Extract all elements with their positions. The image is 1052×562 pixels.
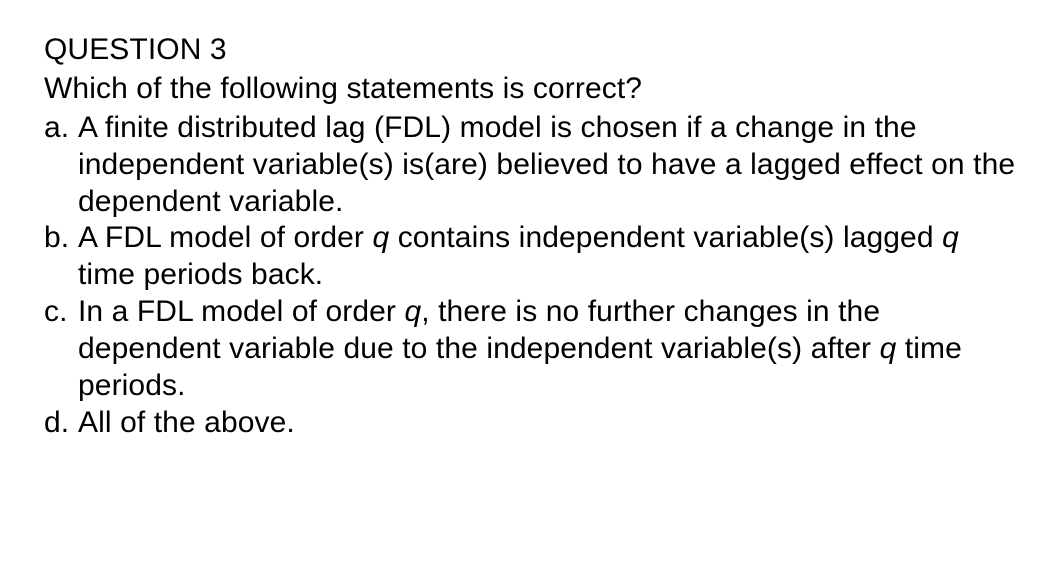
variable-q: q xyxy=(372,221,389,254)
text-part: A FDL model of order xyxy=(78,221,372,254)
option-letter: b. xyxy=(44,220,78,257)
variable-q: q xyxy=(880,332,897,365)
option-d: d. All of the above. xyxy=(44,405,1018,442)
option-text: All of the above. xyxy=(78,405,1018,442)
option-letter: d. xyxy=(44,405,78,442)
option-letter: a. xyxy=(44,110,78,147)
question-prompt: Which of the following statements is cor… xyxy=(44,71,1018,108)
option-letter: c. xyxy=(44,294,78,331)
text-part: In a FDL model of order xyxy=(78,295,404,328)
option-text: In a FDL model of order q, there is no f… xyxy=(78,294,1018,405)
question-block: QUESTION 3 Which of the following statem… xyxy=(0,0,1052,474)
variable-q: q xyxy=(942,221,959,254)
option-text: A FDL model of order q contains independ… xyxy=(78,220,1018,294)
option-text: A finite distributed lag (FDL) model is … xyxy=(78,110,1018,221)
text-part: time periods back. xyxy=(78,258,323,291)
option-c: c. In a FDL model of order q, there is n… xyxy=(44,294,1018,405)
variable-q: q xyxy=(404,295,421,328)
text-part: contains independent variable(s) lagged xyxy=(389,221,942,254)
option-a: a. A finite distributed lag (FDL) model … xyxy=(44,110,1018,221)
option-b: b. A FDL model of order q contains indep… xyxy=(44,220,1018,294)
question-heading: QUESTION 3 xyxy=(44,32,1018,69)
